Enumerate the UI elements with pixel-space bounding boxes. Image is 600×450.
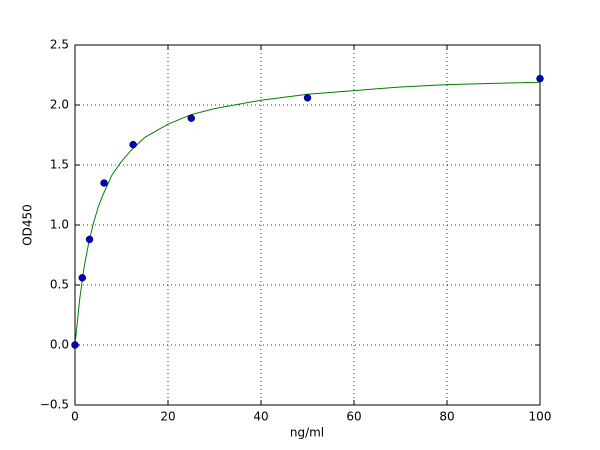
fit-curve — [74, 81, 541, 346]
y-tick-label: 0.0 — [50, 338, 69, 352]
y-tick-label: 1.5 — [50, 158, 69, 172]
data-point — [187, 114, 195, 122]
data-point — [78, 274, 87, 282]
data-point — [71, 341, 79, 349]
y-tick-label: 2.0 — [50, 98, 69, 112]
data-point — [129, 140, 137, 149]
y-tick-label: 2.5 — [50, 38, 69, 52]
x-tick-label: 0 — [71, 410, 79, 424]
y-tick-label: 0.5 — [50, 278, 69, 292]
data-point — [303, 94, 312, 102]
data-point — [100, 179, 108, 187]
data-point — [536, 74, 544, 83]
y-axis-label: OD450 — [21, 204, 35, 246]
x-tick-label: 80 — [439, 410, 454, 424]
y-tick-label: 1.0 — [50, 218, 69, 232]
x-tick-label: 20 — [160, 410, 175, 424]
plot-frame — [74, 44, 541, 406]
x-tick-label: 60 — [346, 410, 361, 424]
data-point — [85, 235, 94, 244]
x-tick-label: 40 — [253, 410, 268, 424]
y-tick-label: −0.5 — [40, 398, 69, 412]
x-tick-label: 100 — [529, 410, 552, 424]
x-axis-label: ng/ml — [290, 426, 324, 440]
